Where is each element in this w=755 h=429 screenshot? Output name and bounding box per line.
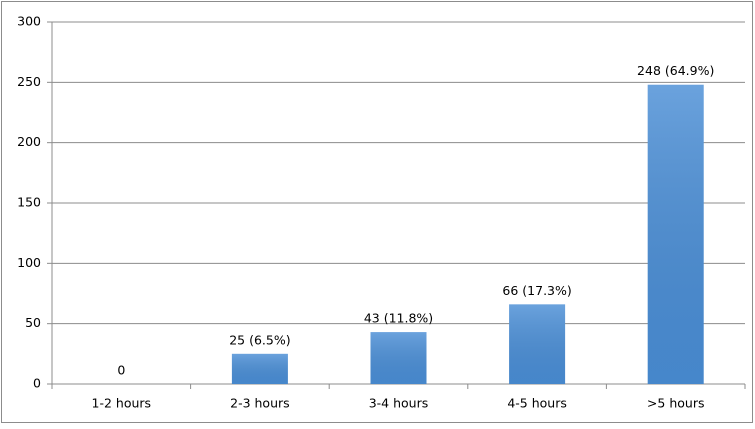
value-label: 43 (11.8%)	[364, 311, 433, 326]
value-label: 66 (17.3%)	[502, 283, 571, 298]
value-label: 25 (6.5%)	[229, 332, 290, 347]
y-tick-label: 0	[33, 376, 41, 391]
y-tick-label: 50	[25, 315, 41, 330]
x-tick-label: 2-3 hours	[230, 396, 290, 411]
x-tick-label: >5 hours	[647, 396, 705, 411]
value-label: 248 (64.9%)	[637, 63, 714, 78]
x-tick-label: 1-2 hours	[92, 396, 152, 411]
y-tick-label: 200	[17, 134, 41, 149]
y-tick-label: 150	[17, 195, 41, 210]
bar-shade	[509, 304, 566, 384]
x-tick-label: 3-4 hours	[369, 396, 429, 411]
bar-shade	[370, 332, 427, 384]
bar-shade	[231, 353, 288, 384]
bar-shade	[647, 84, 704, 384]
y-tick-label: 250	[17, 74, 41, 89]
y-tick-label: 300	[17, 14, 41, 29]
y-tick-label: 100	[17, 255, 41, 270]
x-tick-label: 4-5 hours	[507, 396, 567, 411]
value-label: 0	[117, 363, 125, 378]
